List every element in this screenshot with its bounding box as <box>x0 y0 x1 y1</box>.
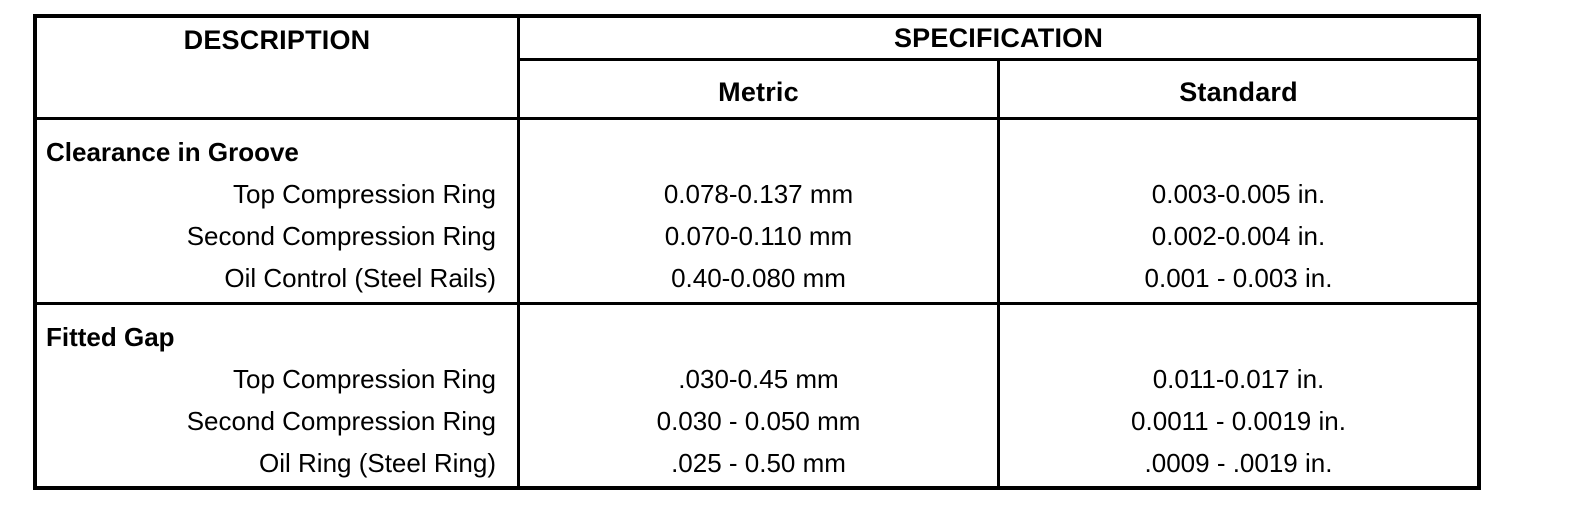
metric-value: 0.070-0.110 mm <box>664 221 853 251</box>
section-title: Clearance in Groove <box>46 137 299 167</box>
column-header-metric: Metric <box>517 58 997 117</box>
blank-line <box>1000 316 1477 358</box>
metric-value: 0.078-0.137 mm <box>663 179 854 209</box>
standard-value: 0.001 - 0.003 in. <box>1144 263 1333 293</box>
section-clearance-standard-cell: 0.003-0.005 in. 0.002-0.004 in. 0.001 - … <box>997 117 1477 302</box>
specification-header-label: SPECIFICATION <box>893 22 1104 53</box>
column-header-description: DESCRIPTION <box>37 18 517 117</box>
section-fitted-gap-standard-cell: 0.011-0.017 in. 0.0011 - 0.0019 in. .000… <box>997 302 1477 486</box>
row-label: Second Compression Ring <box>186 221 496 251</box>
standard-value: 0.002-0.004 in. <box>1151 221 1326 251</box>
section-clearance-metric-cell: 0.078-0.137 mm 0.070-0.110 mm 0.40-0.080… <box>517 117 997 302</box>
column-header-specification: SPECIFICATION <box>517 18 1477 58</box>
metric-header-label: Metric <box>718 76 799 107</box>
row-label: Oil Ring (Steel Ring) <box>259 448 496 478</box>
standard-value: .0009 - .0019 in. <box>1144 448 1333 478</box>
specification-table: DESCRIPTION SPECIFICATION Metric Standar… <box>33 14 1481 490</box>
description-header-label: DESCRIPTION <box>183 25 371 55</box>
row-label: Top Compression Ring <box>232 179 496 209</box>
section-clearance-description-cell: Clearance in Groove Top Compression Ring… <box>37 117 517 302</box>
blank-line <box>520 131 997 173</box>
metric-value: .025 - 0.50 mm <box>671 448 846 478</box>
section-fitted-gap-description-cell: Fitted Gap Top Compression Ring Second C… <box>37 302 517 486</box>
blank-line <box>1000 131 1477 173</box>
standard-header-label: Standard <box>1179 76 1298 107</box>
standard-value: 0.0011 - 0.0019 in. <box>1131 406 1346 436</box>
metric-value: 0.40-0.080 mm <box>671 263 846 293</box>
section-fitted-gap-metric-cell: .030-0.45 mm 0.030 - 0.050 mm .025 - 0.5… <box>517 302 997 486</box>
metric-value: .030-0.45 mm <box>678 364 839 394</box>
standard-value: 0.011-0.017 in. <box>1152 364 1325 394</box>
column-header-standard: Standard <box>997 58 1477 117</box>
row-label: Second Compression Ring <box>186 406 496 436</box>
section-title: Fitted Gap <box>46 322 175 352</box>
standard-value: 0.003-0.005 in. <box>1151 179 1326 209</box>
blank-line <box>520 316 997 358</box>
row-label: Top Compression Ring <box>232 364 496 394</box>
metric-value: 0.030 - 0.050 mm <box>656 406 861 436</box>
row-label: Oil Control (Steel Rails) <box>224 263 496 293</box>
